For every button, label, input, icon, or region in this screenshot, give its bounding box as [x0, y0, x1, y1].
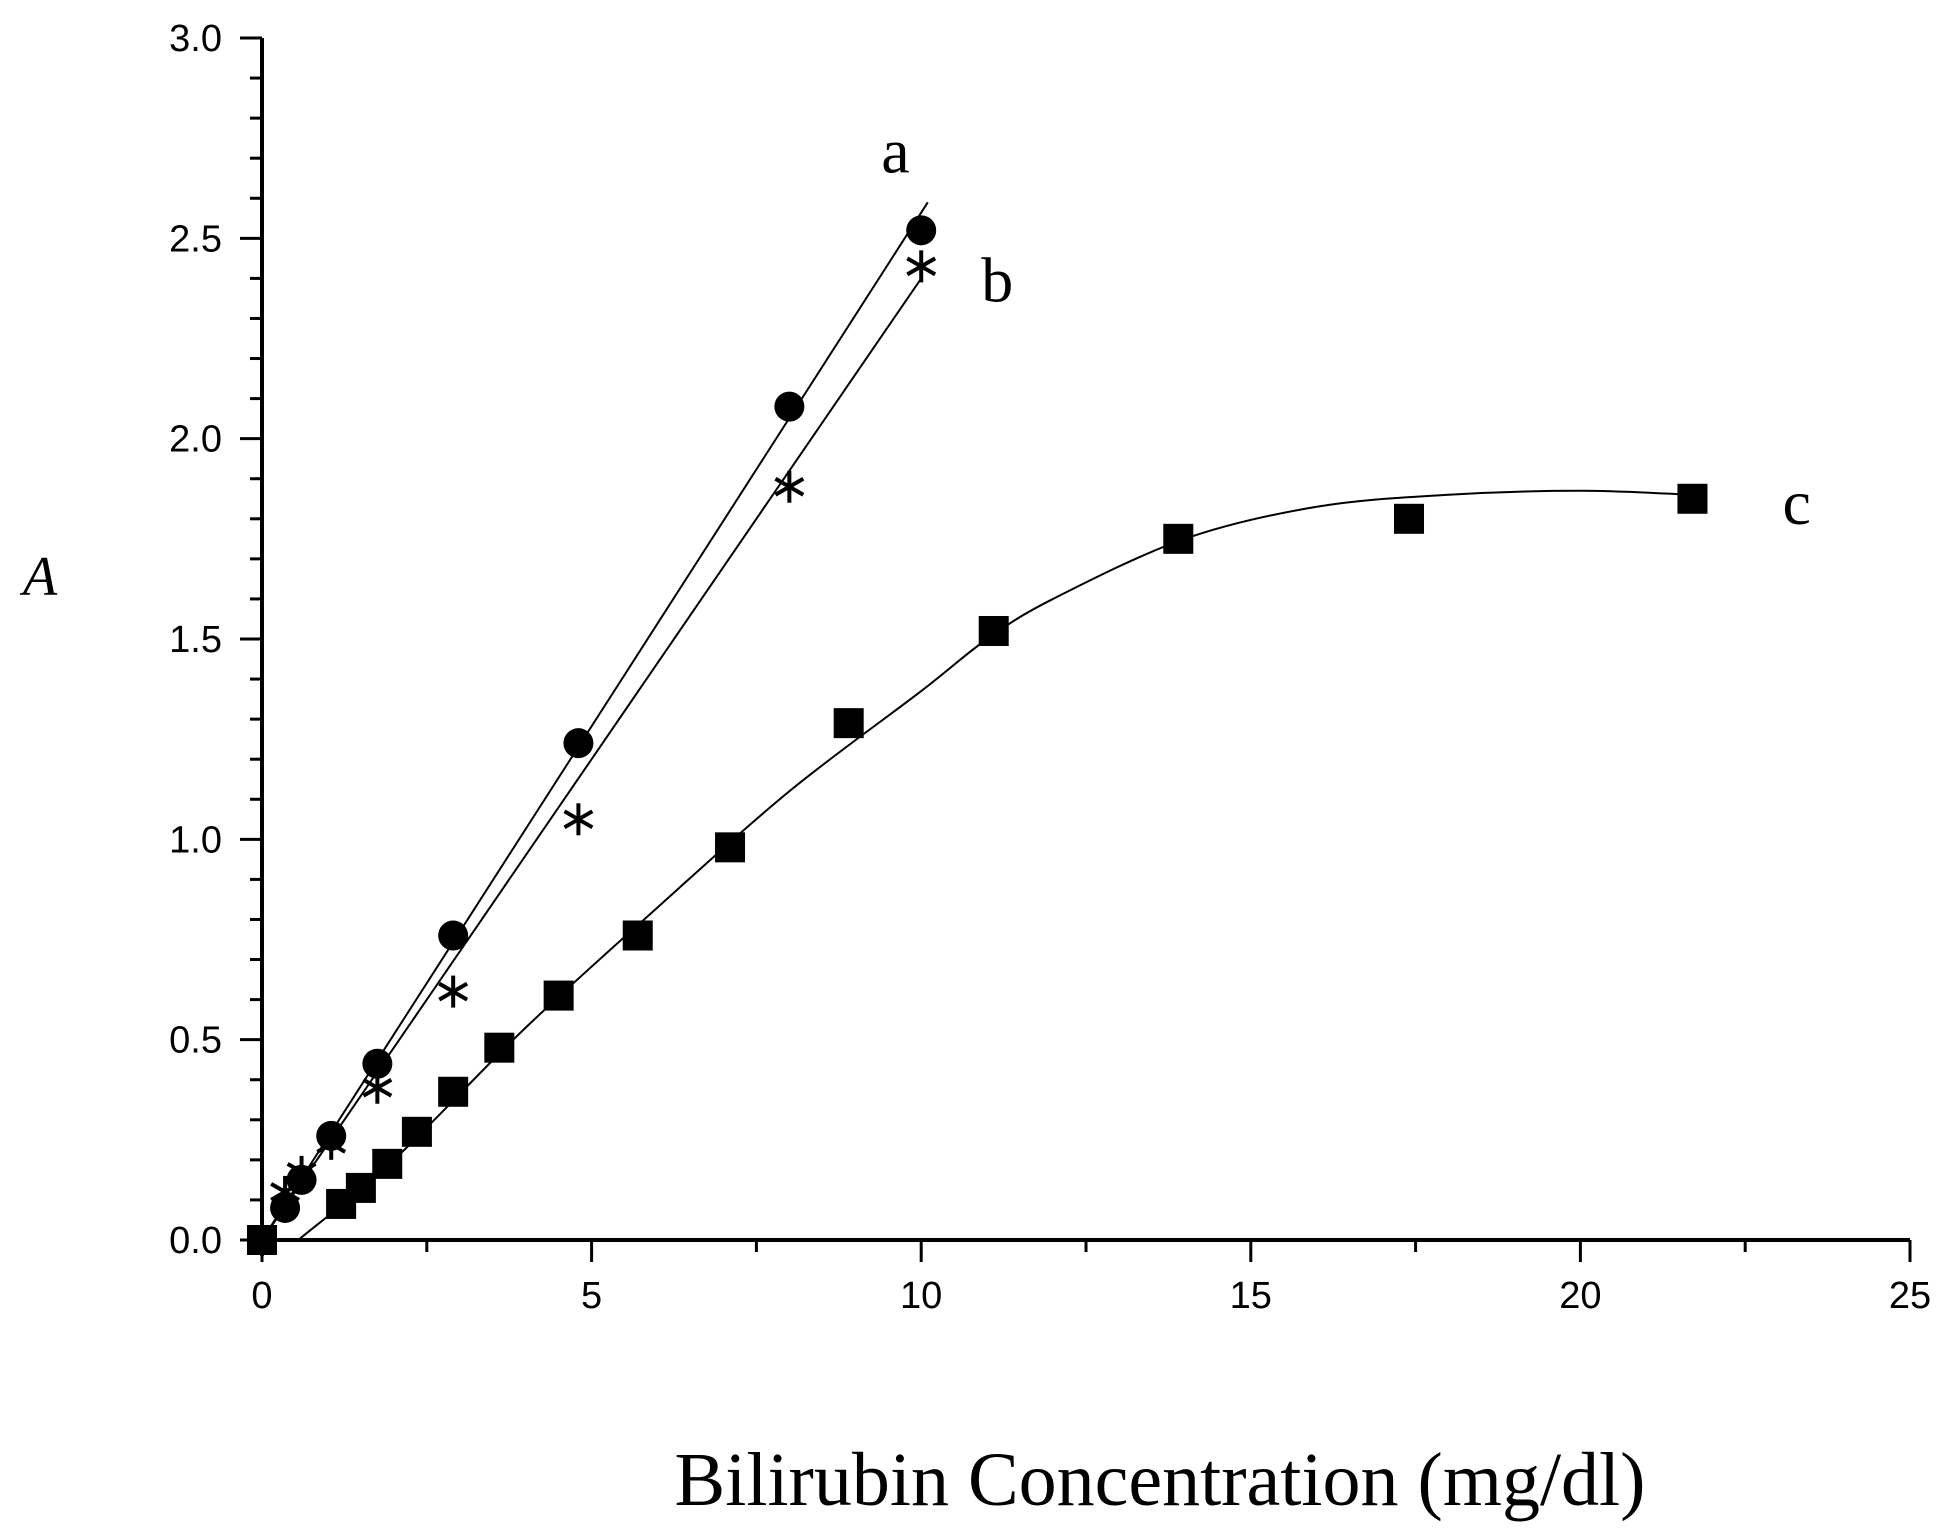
- y-tick-label: 2.5: [169, 218, 222, 260]
- data-point-a: [774, 391, 805, 422]
- data-point-a: [362, 1048, 393, 1079]
- data-point-b: [270, 1175, 300, 1208]
- data-point-c: [372, 1148, 403, 1179]
- y-tick-label: 0.5: [169, 1020, 222, 1062]
- data-point-b: [563, 803, 594, 836]
- data-point-c: [622, 920, 653, 951]
- data-point-c: [438, 1076, 469, 1107]
- data-point-c: [978, 615, 1009, 646]
- data-point-a: [563, 728, 594, 759]
- ticks: [240, 36, 1912, 1262]
- y-tick-label: 0.0: [169, 1220, 222, 1262]
- fit-lines: [261, 201, 1693, 1241]
- fit-curve-c: [297, 489, 1693, 1241]
- data-point-b: [362, 1071, 393, 1104]
- series-label-c: c: [1782, 467, 1810, 538]
- data-point-b: [438, 975, 469, 1008]
- data-point-c: [345, 1172, 376, 1203]
- series-label-a: a: [881, 115, 909, 186]
- x-tick-label: 20: [1559, 1275, 1601, 1317]
- data-point-c: [1677, 483, 1708, 514]
- y-tick-label: 2.0: [169, 419, 222, 461]
- x-tick-label: 0: [251, 1275, 272, 1317]
- data-point-c: [484, 1032, 515, 1063]
- fit-line-b: [261, 277, 923, 1241]
- y-tick-label: 3.0: [169, 18, 222, 60]
- y-axis-title: A: [19, 546, 58, 608]
- x-tick-label: 15: [1230, 1275, 1272, 1317]
- data-point-c: [715, 832, 746, 863]
- x-tick-label: 5: [581, 1275, 602, 1317]
- data-point-c: [833, 708, 864, 739]
- data-points: [247, 215, 1708, 1256]
- data-point-c: [247, 1225, 277, 1255]
- x-axis-title: Bilirubin Concentration (mg/dl): [675, 1438, 1646, 1522]
- data-point-c: [401, 1116, 432, 1147]
- data-point-b: [286, 1155, 317, 1188]
- data-point-b: [906, 250, 937, 283]
- tick-labels: 0 5 10 15 20 25 0.0 0.5 1.0 1.5 2.0 2.5 3.0: [169, 18, 1931, 1317]
- y-tick-label: 1.5: [169, 619, 222, 661]
- fit-line-a: [261, 201, 929, 1241]
- x-tick-label: 10: [900, 1275, 942, 1317]
- data-point-a: [270, 1192, 301, 1223]
- data-point-c: [1394, 503, 1425, 534]
- data-point-b: [774, 470, 805, 503]
- y-tick-label: 1.0: [169, 819, 222, 861]
- x-tick-label: 25: [1889, 1275, 1931, 1317]
- series-labels: a b c: [881, 115, 1811, 537]
- data-point-b: [316, 1127, 347, 1160]
- data-point-c: [1163, 523, 1194, 554]
- data-point-a: [906, 215, 937, 246]
- series-label-b: b: [981, 244, 1013, 315]
- data-point-a: [438, 920, 469, 951]
- data-point-c: [543, 980, 574, 1011]
